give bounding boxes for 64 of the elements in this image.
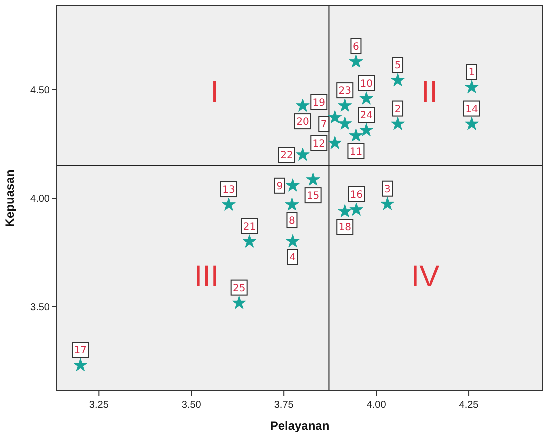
annotation: 12 (312, 138, 326, 150)
annotation: 23 (338, 86, 352, 98)
annotation: 7 (320, 120, 328, 131)
point (296, 148, 310, 162)
annotation: 6 (353, 42, 360, 53)
x-tick-label: 4.25 (459, 400, 480, 411)
point (380, 197, 395, 210)
point (360, 92, 374, 105)
point (286, 234, 300, 248)
annotation: 15 (306, 191, 320, 202)
annotation: IV (411, 260, 440, 294)
annotation: 10 (360, 78, 373, 90)
y-tick-label: 3.50 (30, 302, 50, 314)
point (338, 98, 352, 112)
annotation: 3 (384, 184, 391, 196)
annotation: 25 (232, 283, 246, 294)
point (285, 198, 300, 211)
annotation: 24 (360, 110, 373, 122)
annotation: 13 (222, 185, 236, 196)
annotation: 18 (338, 222, 352, 234)
annotation: III (194, 260, 220, 294)
point (465, 117, 479, 130)
point (349, 54, 364, 68)
annotation: 22 (280, 150, 294, 162)
point (338, 204, 352, 218)
point (350, 202, 364, 216)
x-tick-label: 3.50 (182, 400, 202, 411)
annotation: 19 (312, 98, 326, 109)
annotation: 16 (350, 190, 363, 201)
annotation: I (210, 76, 220, 109)
annotation: 9 (276, 181, 284, 192)
y-tick-label: 4.00 (30, 194, 50, 205)
annotation: 5 (394, 60, 402, 72)
annotation: 4 (290, 252, 296, 264)
annotation: 8 (289, 216, 296, 228)
annotation: 2 (394, 104, 402, 116)
point (391, 73, 405, 87)
x-axis-title: Pelayanan (270, 419, 330, 433)
y-tick-label: 4.50 (30, 85, 50, 96)
point (296, 98, 310, 112)
point (222, 198, 236, 211)
point (74, 358, 88, 372)
annotation: II (421, 76, 438, 109)
annotation: 1 (468, 68, 476, 79)
point (328, 110, 342, 124)
point (360, 123, 374, 136)
point (306, 172, 320, 186)
x-tick-label: 3.75 (274, 400, 294, 411)
point (232, 296, 246, 310)
x-tick-label: 4.00 (366, 400, 387, 411)
point (242, 234, 257, 248)
point (286, 178, 300, 192)
annotation: 14 (466, 104, 478, 116)
point (349, 128, 364, 142)
annotation: 20 (296, 117, 310, 128)
point (465, 80, 479, 94)
point (328, 136, 342, 150)
annotation: 17 (74, 346, 88, 357)
annotation: 11 (350, 146, 363, 158)
point (338, 116, 352, 130)
point (391, 117, 405, 130)
y-axis-title: Kepuasan (3, 170, 17, 228)
annotation: 21 (243, 222, 256, 233)
x-tick-label: 3.25 (89, 400, 110, 411)
